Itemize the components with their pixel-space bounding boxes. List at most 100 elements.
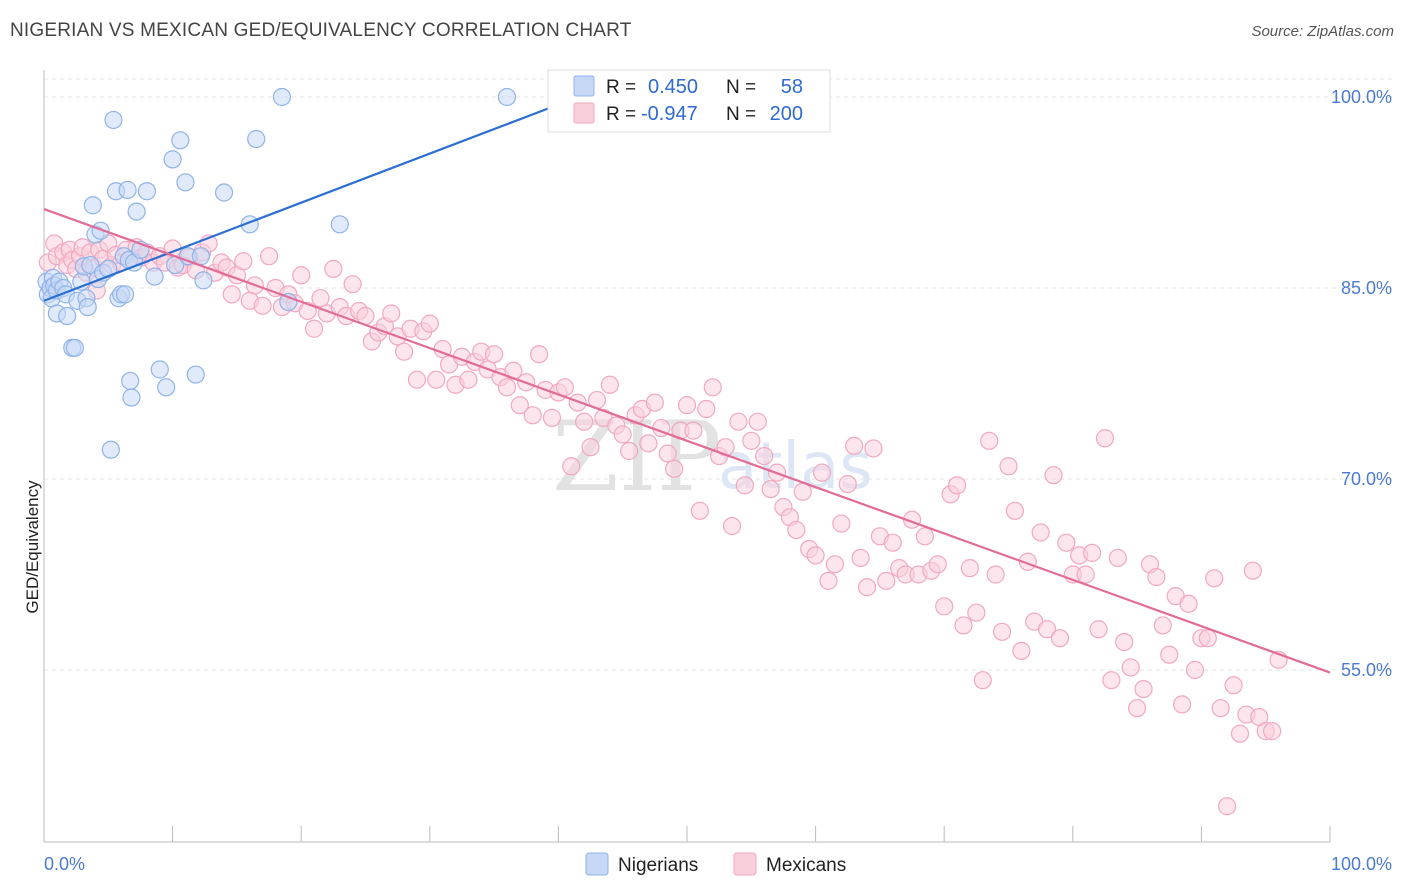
point-nigerians-35 — [121, 371, 140, 391]
point-mexicans-136 — [851, 548, 870, 568]
point-mexicans-90 — [555, 378, 574, 397]
point-mexicans-109 — [677, 396, 697, 415]
point-nigerians-13 — [65, 338, 84, 357]
y-tick-label-1: 85.0% — [1341, 278, 1392, 298]
point-nigerians-55 — [272, 87, 292, 107]
point-nigerians-40 — [137, 182, 156, 201]
point-nigerians-52 — [214, 183, 234, 202]
axes — [43, 70, 1331, 843]
point-mexicans-85 — [523, 406, 542, 425]
point-mexicans-130 — [812, 463, 832, 482]
point-mexicans-175 — [1102, 671, 1121, 690]
point-mexicans-44 — [259, 247, 279, 266]
stats-legend: R = 0.450 N = 58 R = -0.947 N = 200 — [547, 69, 831, 133]
point-nigerians-46 — [171, 131, 190, 150]
point-mexicans-188 — [1185, 660, 1205, 680]
point-nigerians-27 — [104, 110, 123, 130]
point-mexicans-159 — [999, 457, 1018, 476]
stats-r-value-mexicans: -0.947 — [641, 103, 698, 125]
point-mexicans-107 — [665, 459, 684, 478]
point-mexicans-104 — [645, 393, 664, 412]
point-mexicans-79 — [485, 345, 504, 364]
trendline-nigerians — [43, 101, 566, 302]
point-mexicans-182 — [1147, 567, 1166, 587]
point-mexicans-156 — [980, 431, 999, 450]
point-mexicans-191 — [1205, 569, 1224, 588]
point-mexicans-172 — [1082, 543, 1102, 562]
point-mexicans-138 — [864, 439, 883, 458]
chart-title: NIGERIAN VS MEXICAN GED/EQUIVALENCY CORR… — [10, 20, 632, 41]
point-mexicans-97 — [600, 375, 619, 394]
stats-swatch-nigerians — [573, 75, 595, 97]
point-mexicans-83 — [510, 396, 529, 415]
point-mexicans-190 — [1198, 629, 1217, 648]
y-tick-label-0: 100.0% — [1331, 87, 1392, 107]
point-mexicans-135 — [845, 436, 864, 455]
x-tick-label-right: 100.0% — [1331, 854, 1392, 874]
point-mexicans-134 — [838, 474, 857, 494]
point-mexicans-111 — [690, 501, 709, 520]
point-mexicans-187 — [1179, 594, 1198, 613]
point-mexicans-51 — [304, 319, 324, 338]
point-mexicans-141 — [883, 533, 902, 552]
point-mexicans-65 — [394, 342, 414, 361]
point-nigerians-25 — [99, 259, 118, 278]
stats-n-label-nigerians: N = — [726, 77, 756, 98]
point-mexicans-94 — [581, 438, 600, 457]
stats-box-frame — [547, 69, 831, 133]
point-mexicans-126 — [787, 520, 806, 540]
point-mexicans-99 — [613, 425, 632, 444]
point-mexicans-88 — [542, 408, 562, 427]
point-mexicans-184 — [1160, 645, 1179, 664]
series-legend: Nigerians Mexicans — [585, 852, 846, 876]
point-mexicans-140 — [877, 571, 896, 590]
point-mexicans-179 — [1127, 699, 1147, 718]
stats-r-label-nigerians: R = — [606, 77, 636, 98]
point-mexicans-171 — [1076, 565, 1095, 584]
point-mexicans-195 — [1230, 724, 1250, 743]
stats-n-value-mexicans: 200 — [770, 103, 803, 125]
point-nigerians-54 — [247, 129, 266, 149]
point-mexicans-173 — [1089, 620, 1108, 639]
point-mexicans-146 — [915, 527, 935, 546]
point-mexicans-137 — [857, 578, 877, 597]
point-mexicans-121 — [755, 446, 774, 466]
point-mexicans-103 — [639, 434, 658, 453]
point-mexicans-112 — [697, 399, 716, 419]
point-mexicans-100 — [620, 441, 639, 461]
point-mexicans-166 — [1044, 466, 1063, 485]
point-nigerians-11 — [58, 306, 77, 326]
point-mexicans-120 — [748, 412, 767, 431]
point-mexicans-133 — [832, 514, 851, 533]
point-mexicans-180 — [1134, 679, 1153, 699]
point-mexicans-69 — [420, 314, 439, 333]
point-mexicans-176 — [1108, 548, 1127, 568]
point-mexicans-93 — [575, 412, 594, 431]
point-mexicans-174 — [1095, 429, 1115, 448]
point-nigerians-42 — [150, 360, 169, 379]
point-mexicans-92 — [568, 393, 587, 412]
point-nigerians-43 — [157, 378, 176, 397]
series-nigerians — [37, 87, 517, 459]
point-mexicans-52 — [311, 289, 330, 308]
point-nigerians-44 — [163, 150, 182, 169]
y-tick-label-2: 70.0% — [1341, 469, 1392, 489]
point-nigerians-38 — [127, 202, 146, 221]
point-nigerians-51 — [194, 271, 213, 290]
point-mexicans-54 — [324, 259, 343, 278]
stats-n-value-nigerians: 58 — [781, 76, 803, 98]
point-mexicans-158 — [992, 622, 1012, 641]
series-mexicans — [38, 234, 1288, 816]
point-mexicans-57 — [343, 275, 362, 294]
stats-r-label-mexicans: R = — [606, 104, 636, 125]
gridlines — [44, 78, 1392, 671]
point-mexicans-183 — [1153, 616, 1172, 635]
point-mexicans-132 — [825, 555, 844, 574]
point-mexicans-165 — [1037, 620, 1057, 639]
point-mexicans-91 — [562, 457, 581, 476]
point-mexicans-200 — [1263, 722, 1282, 741]
point-mexicans-63 — [382, 304, 401, 323]
point-mexicans-161 — [1012, 641, 1031, 661]
point-mexicans-149 — [935, 597, 954, 616]
